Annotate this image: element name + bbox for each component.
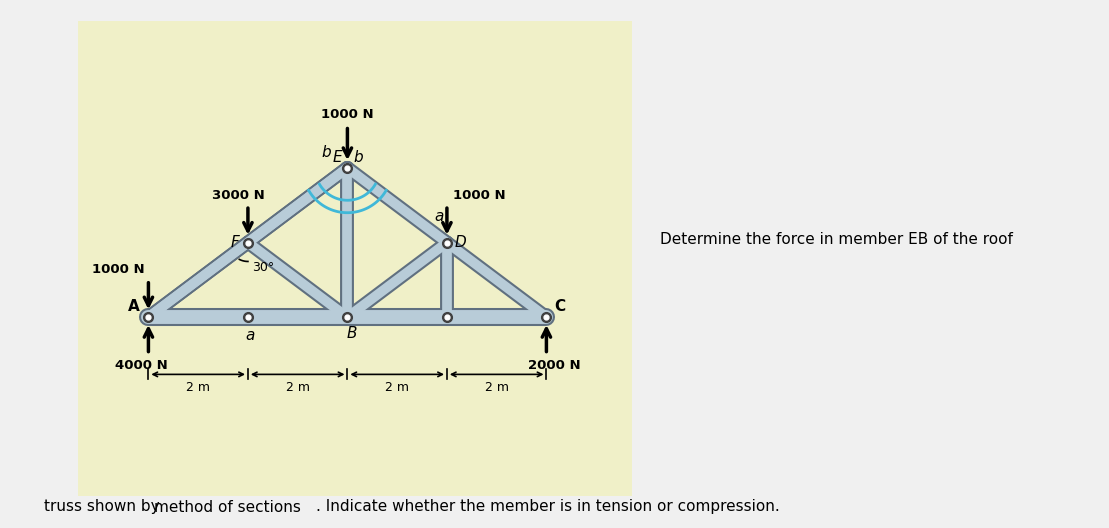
Text: 2 m: 2 m [485, 381, 509, 394]
Text: 1000 N: 1000 N [92, 263, 145, 276]
Text: b: b [322, 146, 332, 161]
Text: method of sections: method of sections [154, 499, 301, 515]
Text: a: a [246, 328, 255, 343]
Text: a: a [435, 209, 444, 224]
Text: D: D [455, 235, 466, 250]
Text: 30°: 30° [252, 261, 274, 275]
Text: 2000 N: 2000 N [528, 360, 580, 372]
Text: 2 m: 2 m [385, 381, 409, 394]
Text: 2 m: 2 m [186, 381, 211, 394]
Text: Determine the force in member EB of the roof: Determine the force in member EB of the … [660, 232, 1013, 247]
Text: 1000 N: 1000 N [322, 108, 374, 121]
Text: E: E [333, 150, 343, 165]
Text: . Indicate whether the member is in tension or compression.: . Indicate whether the member is in tens… [316, 499, 780, 514]
Text: 2 m: 2 m [286, 381, 309, 394]
Text: F: F [231, 235, 238, 250]
Text: 1000 N: 1000 N [452, 188, 506, 202]
Text: 3000 N: 3000 N [212, 188, 264, 202]
Text: A: A [128, 299, 140, 314]
Text: B: B [346, 326, 357, 341]
Text: 4000 N: 4000 N [114, 360, 167, 372]
Text: truss shown by: truss shown by [44, 499, 165, 514]
Text: C: C [553, 299, 564, 314]
Text: b: b [354, 150, 363, 165]
